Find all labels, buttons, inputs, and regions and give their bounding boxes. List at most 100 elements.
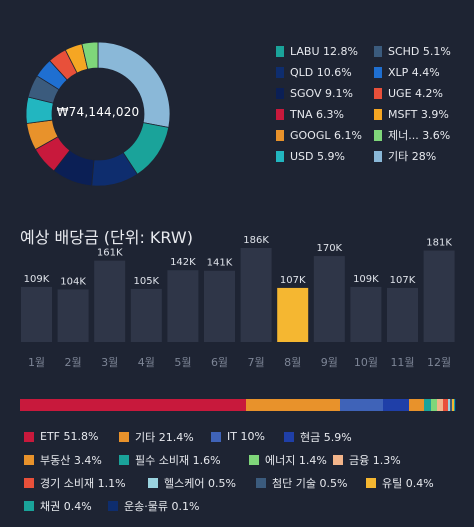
allocation-segment: [447, 399, 450, 411]
allocation-segment: [449, 399, 452, 411]
month-tick-label: 2월: [65, 356, 82, 369]
legend-label: 현금 5.9%: [300, 430, 352, 444]
legend-item: 기타 28%: [374, 149, 466, 163]
allocation-legend-row: 부동산 3.4% 필수 소비재 1.6% 에너지 1.4% 금융 1.3%: [24, 448, 464, 471]
month-tick-label: 11월: [390, 356, 414, 369]
legend-label: UGE 4.2%: [388, 86, 443, 100]
allocation-segment: [246, 399, 340, 411]
legend-item: XLP 4.4%: [374, 65, 466, 79]
legend-swatch: [374, 66, 382, 78]
month-tick-label: 1월: [28, 356, 45, 369]
legend-swatch: [374, 150, 382, 162]
legend-item: SGOV 9.1%: [276, 86, 374, 100]
legend-swatch: [148, 477, 158, 488]
legend-swatch: [24, 454, 34, 465]
sector-allocation-legend: ETF 51.8% 기타 21.4% IT 10% 현금 5.9% 부동산 3.4% 필수…: [24, 425, 464, 517]
legend-swatch: [108, 500, 118, 511]
allocation-legend-item: 유틸 0.4%: [366, 475, 446, 491]
legend-swatch: [24, 477, 34, 488]
legend-label: 헬스케어 0.5%: [164, 476, 236, 490]
legend-label: 기타 28%: [388, 150, 437, 163]
legend-swatch: [119, 454, 129, 465]
allocation-segment: [20, 399, 247, 411]
allocation-segment: [431, 399, 438, 411]
legend-swatch: [276, 87, 284, 99]
legend-item: UGE 4.2%: [374, 86, 466, 100]
allocation-legend-item: ETF 51.8%: [24, 430, 119, 443]
legend-swatch: [374, 129, 382, 141]
dividend-bar[interactable]: [423, 250, 455, 342]
allocation-segment: [409, 399, 425, 411]
dividend-bar[interactable]: [57, 289, 89, 342]
allocation-segment: [453, 399, 456, 411]
allocation-segment: [383, 399, 410, 411]
legend-label: XLP 4.4%: [388, 65, 440, 79]
allocation-legend-item: IT 10%: [211, 430, 284, 443]
legend-label: 첨단 기술 0.5%: [272, 476, 348, 490]
portfolio-total-value: ₩74,144,020: [56, 105, 140, 119]
allocation-legend-row: 채권 0.4% 운송·물류 0.1%: [24, 494, 464, 517]
legend-label: 기타 21.4%: [135, 430, 194, 444]
dividend-bar[interactable]: [204, 270, 235, 342]
legend-label: 금융 1.3%: [349, 453, 401, 467]
legend-swatch: [333, 454, 343, 465]
legend-label: SCHD 5.1%: [388, 44, 451, 58]
legend-swatch: [276, 108, 284, 120]
legend-swatch: [366, 477, 376, 488]
allocation-legend-item: 현금 5.9%: [284, 429, 364, 445]
dividend-bar[interactable]: [387, 287, 418, 342]
legend-item: GOOGL 6.1%: [276, 128, 374, 142]
legend-label: SGOV 9.1%: [290, 86, 353, 100]
month-tick-label: 12월: [427, 356, 451, 369]
legend-swatch: [256, 477, 266, 488]
legend-label: ETF 51.8%: [40, 430, 99, 443]
month-tick-label: 3월: [101, 356, 118, 369]
legend-label: GOOGL 6.1%: [290, 128, 362, 142]
legend-label: 부동산 3.4%: [40, 453, 102, 467]
holdings-donut-chart: [25, 41, 171, 187]
bar-value-label: 104K: [60, 276, 86, 287]
bar-value-label: 109K: [24, 274, 50, 285]
bar-value-label: 105K: [133, 276, 159, 287]
legend-swatch: [276, 150, 284, 162]
legend-swatch: [276, 66, 284, 78]
legend-swatch: [24, 431, 34, 442]
allocation-legend-item: 부동산 3.4%: [24, 452, 119, 468]
dividend-bar[interactable]: [313, 256, 345, 342]
bar-value-label: 141K: [207, 258, 233, 269]
legend-label: LABU 12.8%: [290, 44, 358, 58]
dividend-bar[interactable]: [130, 288, 162, 342]
bar-value-label: 186K: [243, 235, 269, 246]
allocation-segment: [437, 399, 443, 411]
dividend-bar[interactable]: [277, 287, 309, 342]
month-tick-label: 5월: [174, 356, 191, 369]
allocation-segment: [424, 399, 432, 411]
legend-label: 제너... 3.6%: [388, 129, 451, 142]
dividend-section-title: 예상 배당금 (단위: KRW): [20, 228, 193, 247]
bar-value-label: 107K: [390, 275, 416, 286]
bar-value-label: 142K: [170, 257, 196, 268]
dividend-bar[interactable]: [94, 260, 126, 342]
dividend-bar[interactable]: [167, 270, 199, 342]
month-tick-label: 10월: [354, 356, 378, 369]
dividend-bar[interactable]: [350, 286, 382, 342]
month-tick-label: 7월: [248, 356, 265, 369]
legend-label: QLD 10.6%: [290, 65, 352, 79]
bar-value-label: 161K: [97, 248, 123, 259]
allocation-legend-item: 채권 0.4%: [24, 498, 108, 514]
dividend-bar[interactable]: [240, 248, 272, 342]
dividend-bar[interactable]: [21, 286, 52, 342]
legend-item: TNA 6.3%: [276, 107, 374, 121]
allocation-legend-item: 기타 21.4%: [119, 429, 211, 445]
allocation-segment: [451, 399, 454, 411]
allocation-legend-row: ETF 51.8% 기타 21.4% IT 10% 현금 5.9%: [24, 425, 464, 448]
month-tick-label: 6월: [211, 356, 228, 369]
donut-slice: [81, 41, 99, 70]
legend-label: 운송·물류 0.1%: [124, 499, 200, 513]
legend-swatch: [374, 87, 382, 99]
legend-item: 제너... 3.6%: [374, 128, 466, 142]
legend-swatch: [276, 45, 284, 57]
legend-item: LABU 12.8%: [276, 44, 374, 58]
legend-item: QLD 10.6%: [276, 65, 374, 79]
legend-label: 필수 소비재 1.6%: [135, 453, 221, 467]
